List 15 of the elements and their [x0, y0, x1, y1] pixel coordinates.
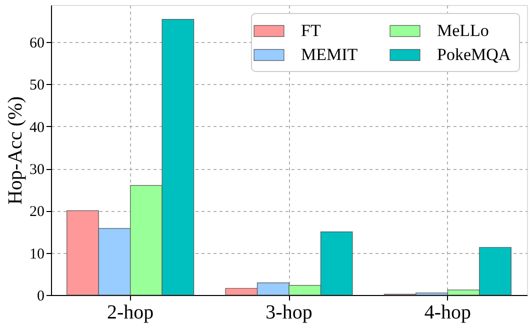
y-tick-label: 50	[30, 78, 44, 94]
y-tick-label: 40	[30, 120, 44, 136]
x-tick-label: 2-hop	[106, 302, 154, 324]
y-tick-label: 20	[30, 204, 44, 220]
y-axis-title: Hop-Acc (%)	[4, 96, 26, 205]
x-tick-label: 4-hop	[424, 302, 472, 324]
y-tick-label: 60	[30, 36, 44, 52]
legend-label: PokeMQA	[437, 45, 512, 64]
legend-label: MEMIT	[301, 45, 358, 64]
y-tick-label: 10	[30, 246, 44, 262]
y-tick-label: 30	[30, 162, 44, 178]
legend-label: FT	[301, 21, 322, 40]
y-tick-label: 0	[37, 288, 44, 304]
legend-label: MeLLo	[437, 21, 489, 40]
x-tick-label: 3-hop	[266, 302, 312, 324]
